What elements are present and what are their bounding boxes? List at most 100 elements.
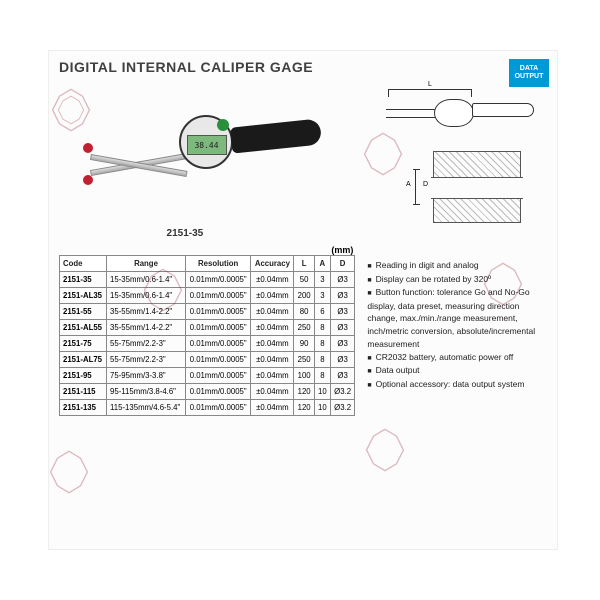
features-list-wrap: Reading in digit and analogDisplay can b… [365,245,547,416]
table-body: 2151-3515-35mm/0.6-1.4"0.01mm/0.0005"±0.… [60,272,355,416]
dimension-D: D [423,181,428,188]
table-cell: 120 [294,400,314,416]
table-cell: 0.01mm/0.0005" [185,384,250,400]
technical-diagram: L A D [342,81,547,241]
product-sheet: DIGITAL INTERNAL CALIPER GAGE DATA OUTPU… [48,50,558,550]
table-row: 2151-3515-35mm/0.6-1.4"0.01mm/0.0005"±0.… [60,272,355,288]
table-cell: ±0.04mm [251,384,294,400]
model-label: 2151-35 [167,228,204,239]
dimension-L: L [388,89,472,97]
spec-table-wrap: (mm) CodeRangeResolutionAccuracyLAD 2151… [59,245,355,416]
caliper-tip-lower [83,175,93,185]
table-cell: 8 [314,320,330,336]
feature-item: Data output [367,364,547,378]
table-cell: 8 [314,336,330,352]
table-row: 2151-11595-115mm/3.8-4.6"0.01mm/0.0005"±… [60,384,355,400]
table-cell: Ø3.2 [330,384,354,400]
table-cell: 0.01mm/0.0005" [185,320,250,336]
table-cell: 250 [294,320,314,336]
table-cell: 55-75mm/2.2-3" [107,336,186,352]
table-cell: ±0.04mm [251,352,294,368]
features-list: Reading in digit and analogDisplay can b… [365,259,547,391]
table-cell: Ø3 [330,304,354,320]
table-cell: 3 [314,288,330,304]
table-cell: Ø3 [330,368,354,384]
table-cell: ±0.04mm [251,400,294,416]
feature-item: Reading in digit and analog [367,259,547,273]
table-row: 2151-9575-95mm/3-3.8"0.01mm/0.0005"±0.04… [60,368,355,384]
table-header-cell: A [314,256,330,272]
table-cell: ±0.04mm [251,272,294,288]
lcd-display: 38.44 [187,135,227,155]
table-cell: 15-35mm/0.6-1.4" [107,272,186,288]
unit-label: (mm) [59,245,355,255]
spec-table: CodeRangeResolutionAccuracyLAD 2151-3515… [59,255,355,416]
table-header-cell: D [330,256,354,272]
table-cell: ±0.04mm [251,320,294,336]
table-cell: 0.01mm/0.0005" [185,304,250,320]
table-cell: 8 [314,368,330,384]
feature-item: CR2032 battery, automatic power off [367,351,547,365]
caliper-handle [229,118,321,153]
table-cell: 2151-35 [60,272,107,288]
table-cell: 2151-115 [60,384,107,400]
cross-section-diagram: A D [413,151,533,223]
table-header-cell: Resolution [185,256,250,272]
table-cell: 0.01mm/0.0005" [185,352,250,368]
table-cell: 2151-135 [60,400,107,416]
table-header-cell: L [294,256,314,272]
table-cell: ±0.04mm [251,304,294,320]
table-cell: 0.01mm/0.0005" [185,368,250,384]
table-cell: 100 [294,368,314,384]
table-header-cell: Code [60,256,107,272]
table-cell: 2151-AL55 [60,320,107,336]
table-header-cell: Accuracy [251,256,294,272]
table-cell: 55-75mm/2.2-3" [107,352,186,368]
table-cell: 10 [314,384,330,400]
table-cell: Ø3 [330,336,354,352]
caliper-illustration: 38.44 [71,101,331,221]
page-title: DIGITAL INTERNAL CALIPER GAGE [59,59,547,75]
table-cell: 2151-75 [60,336,107,352]
table-cell: 90 [294,336,314,352]
caliper-dial: 38.44 [179,115,233,169]
table-cell: 6 [314,304,330,320]
table-cell: 50 [294,272,314,288]
table-row: 2151-AL3515-35mm/0.6-1.4"0.01mm/0.0005"±… [60,288,355,304]
table-header-cell: Range [107,256,186,272]
feature-item: Optional accessory: data output system [367,378,547,392]
table-row: 2151-AL5535-55mm/1.4-2.2"0.01mm/0.0005"±… [60,320,355,336]
table-cell: Ø3.2 [330,400,354,416]
green-button-icon [217,119,229,131]
table-cell: 80 [294,304,314,320]
table-row: 2151-AL7555-75mm/2.2-3"0.01mm/0.0005"±0.… [60,352,355,368]
product-photo: 38.44 2151-35 [59,81,342,241]
diagram-caliper-outline: L [384,89,539,139]
watermark-icon [351,425,419,475]
caliper-tip-upper [83,143,93,153]
table-row: 2151-5535-55mm/1.4-2.2"0.01mm/0.0005"±0.… [60,304,355,320]
lower-section: (mm) CodeRangeResolutionAccuracyLAD 2151… [59,245,547,416]
table-cell: 115-135mm/4.6-5.4" [107,400,186,416]
feature-item: Button function: tolerance Go and No-Go … [367,286,547,351]
table-cell: ±0.04mm [251,288,294,304]
table-cell: 15-35mm/0.6-1.4" [107,288,186,304]
table-row: 2151-135115-135mm/4.6-5.4"0.01mm/0.0005"… [60,400,355,416]
badge-line2: OUTPUT [515,73,544,81]
table-cell: 2151-55 [60,304,107,320]
image-area: 38.44 2151-35 L A D [59,81,547,241]
table-cell: Ø3 [330,352,354,368]
table-cell: Ø3 [330,272,354,288]
table-cell: 0.01mm/0.0005" [185,400,250,416]
table-cell: 35-55mm/1.4-2.2" [107,304,186,320]
table-cell: 2151-AL35 [60,288,107,304]
table-cell: 95-115mm/3.8-4.6" [107,384,186,400]
table-cell: 2151-AL75 [60,352,107,368]
table-cell: 0.01mm/0.0005" [185,288,250,304]
badge-line1: DATA [520,65,538,73]
watermark-icon [35,447,103,497]
table-cell: 8 [314,352,330,368]
table-cell: 0.01mm/0.0005" [185,272,250,288]
table-cell: Ø3 [330,320,354,336]
table-cell: 10 [314,400,330,416]
